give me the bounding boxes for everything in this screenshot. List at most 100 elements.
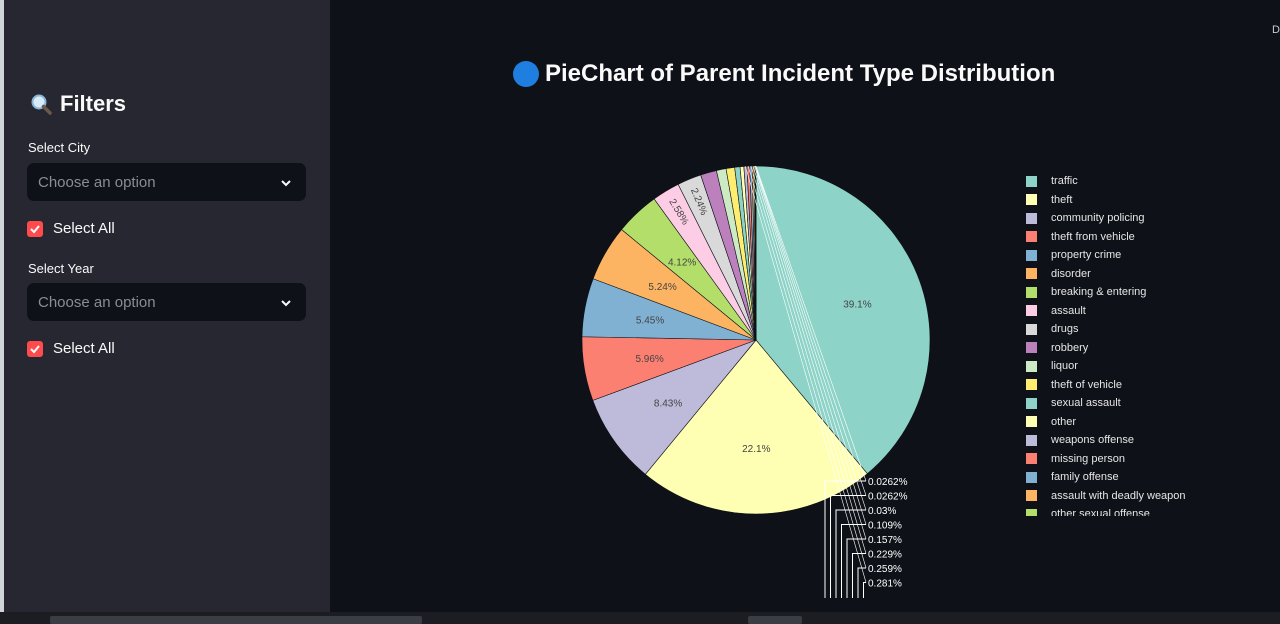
leader-connector-19 [754,165,867,511]
city-select-all[interactable]: Select All [27,220,115,237]
legend-swatch [1026,360,1037,372]
legend-item[interactable]: other sexual offense [1026,505,1150,516]
pie-slice-2[interactable] [592,339,757,475]
legend-item[interactable]: theft of vehicle [1026,376,1122,394]
legend-swatch [1026,194,1037,205]
sidebar: Filters Select City Choose an option Sel… [4,0,330,612]
legend-item[interactable]: disorder [1026,265,1091,283]
taskbar-item [748,616,802,624]
legend-swatch [1026,212,1037,224]
legend-item[interactable]: assault with deadly weapon [1026,487,1186,505]
legend-label: drugs [1051,323,1079,335]
legend-item[interactable]: missing person [1026,450,1125,468]
legend-item[interactable]: family offense [1026,468,1119,486]
legend-label: traffic [1051,175,1078,187]
city-select-all-checkbox[interactable] [27,220,43,237]
legend-swatch [1026,397,1037,409]
legend-item[interactable]: breaking & entering [1026,283,1146,301]
legend-item[interactable]: other [1026,413,1076,431]
leader-connector-16 [750,165,867,554]
pie-label-5: 5.24% [648,282,676,293]
legend-swatch [1026,471,1037,483]
legend-item[interactable]: liquor [1026,357,1078,375]
leader-connector-20 [755,165,867,496]
leader-line-20 [830,495,866,598]
legend-swatch [1026,490,1037,501]
legend-swatch [1026,416,1037,427]
legend-item[interactable]: theft [1026,191,1072,209]
window-edge [0,0,4,612]
year-select-placeholder: Choose an option [38,293,156,311]
leader-line-14 [863,582,866,598]
pie-label-14: 0.281% [868,579,902,590]
main-content: D PieChart of Parent Incident Type Distr… [330,0,1280,612]
select-year-label: Select Year [28,261,94,276]
legend-label: sexual assault [1051,397,1121,409]
pie-label-3: 5.96% [635,354,663,365]
legend-swatch [1026,379,1037,390]
legend-item[interactable]: assault [1026,302,1086,320]
legend-label: theft of vehicle [1051,378,1122,391]
pie-slice-0[interactable] [755,165,931,475]
city-select-all-label: Select All [53,220,115,237]
pie-label-19: 0.03% [868,506,896,517]
legend-label: assault [1051,304,1086,317]
city-select[interactable]: Choose an option [27,163,306,201]
pie-slices [581,165,931,515]
legend-swatch [1026,453,1037,464]
pie-label-18: 0.109% [868,521,902,532]
legend-item[interactable]: drugs [1026,320,1079,338]
pie-label-0: 39.1% [843,299,871,310]
year-select-all-label: Select All [53,340,115,357]
pie-chart: 39.1%22.1%8.43%5.96%5.45%5.24%4.12%2.58%… [581,165,931,598]
chevron-down-icon [280,296,292,308]
legend-swatch [1026,434,1037,446]
year-select[interactable]: Choose an option [27,283,306,321]
legend-item[interactable]: community policing [1026,209,1145,227]
pie-label-16: 0.229% [868,550,902,561]
legend-item[interactable]: robbery [1026,339,1088,357]
legend-label: community policing [1051,212,1145,224]
legend-swatch [1026,286,1037,298]
legend-label: liquor [1051,360,1078,372]
legend-label: weapons offense [1051,434,1134,446]
pie-label-1: 22.1% [742,444,770,455]
legend-swatch [1026,305,1037,316]
legend-item[interactable]: property crime [1026,246,1121,264]
legend-label: other [1051,415,1077,428]
legend-label: missing person [1051,452,1125,465]
chart-legend: traffic theft community policing theft from… [1026,172,1236,516]
leader-line-17 [846,538,866,598]
pie-label-4: 5.45% [636,316,664,327]
legend-item[interactable]: weapons offense [1026,431,1134,449]
taskbar-strip [0,612,1280,624]
legend-label: theft [1051,193,1073,206]
legend-swatch [1026,249,1037,261]
year-select-all[interactable]: Select All [27,340,115,357]
legend-label: property crime [1051,249,1122,261]
legend-swatch [1026,342,1037,353]
leader-connector-17 [752,165,867,540]
pie-label-21: 0.0262% [868,477,908,488]
legend-item[interactable]: traffic [1026,172,1078,190]
pie-label-20: 0.0262% [868,492,908,503]
pie-label-17: 0.157% [868,535,902,546]
year-select-all-checkbox[interactable] [27,340,43,357]
leader-line-18 [841,524,866,598]
blue-circle-icon [513,61,539,87]
magnifier-icon [30,93,52,115]
legend-label: disorder [1051,267,1091,280]
legend-swatch [1026,268,1037,279]
corner-glyph: D [1272,24,1280,36]
legend-item[interactable]: sexual assault [1026,394,1121,412]
leader-connector-18 [754,165,867,525]
legend-swatch [1026,508,1037,516]
taskbar-item [50,616,422,624]
leader-line-19 [835,509,866,598]
legend-swatch [1026,323,1037,335]
legend-swatch [1026,231,1037,242]
leader-connector-21 [755,165,867,482]
chart-title: PieChart of Parent Incident Type Distrib… [513,60,1055,88]
legend-item[interactable]: theft from vehicle [1026,228,1135,246]
chevron-down-icon [280,176,292,188]
